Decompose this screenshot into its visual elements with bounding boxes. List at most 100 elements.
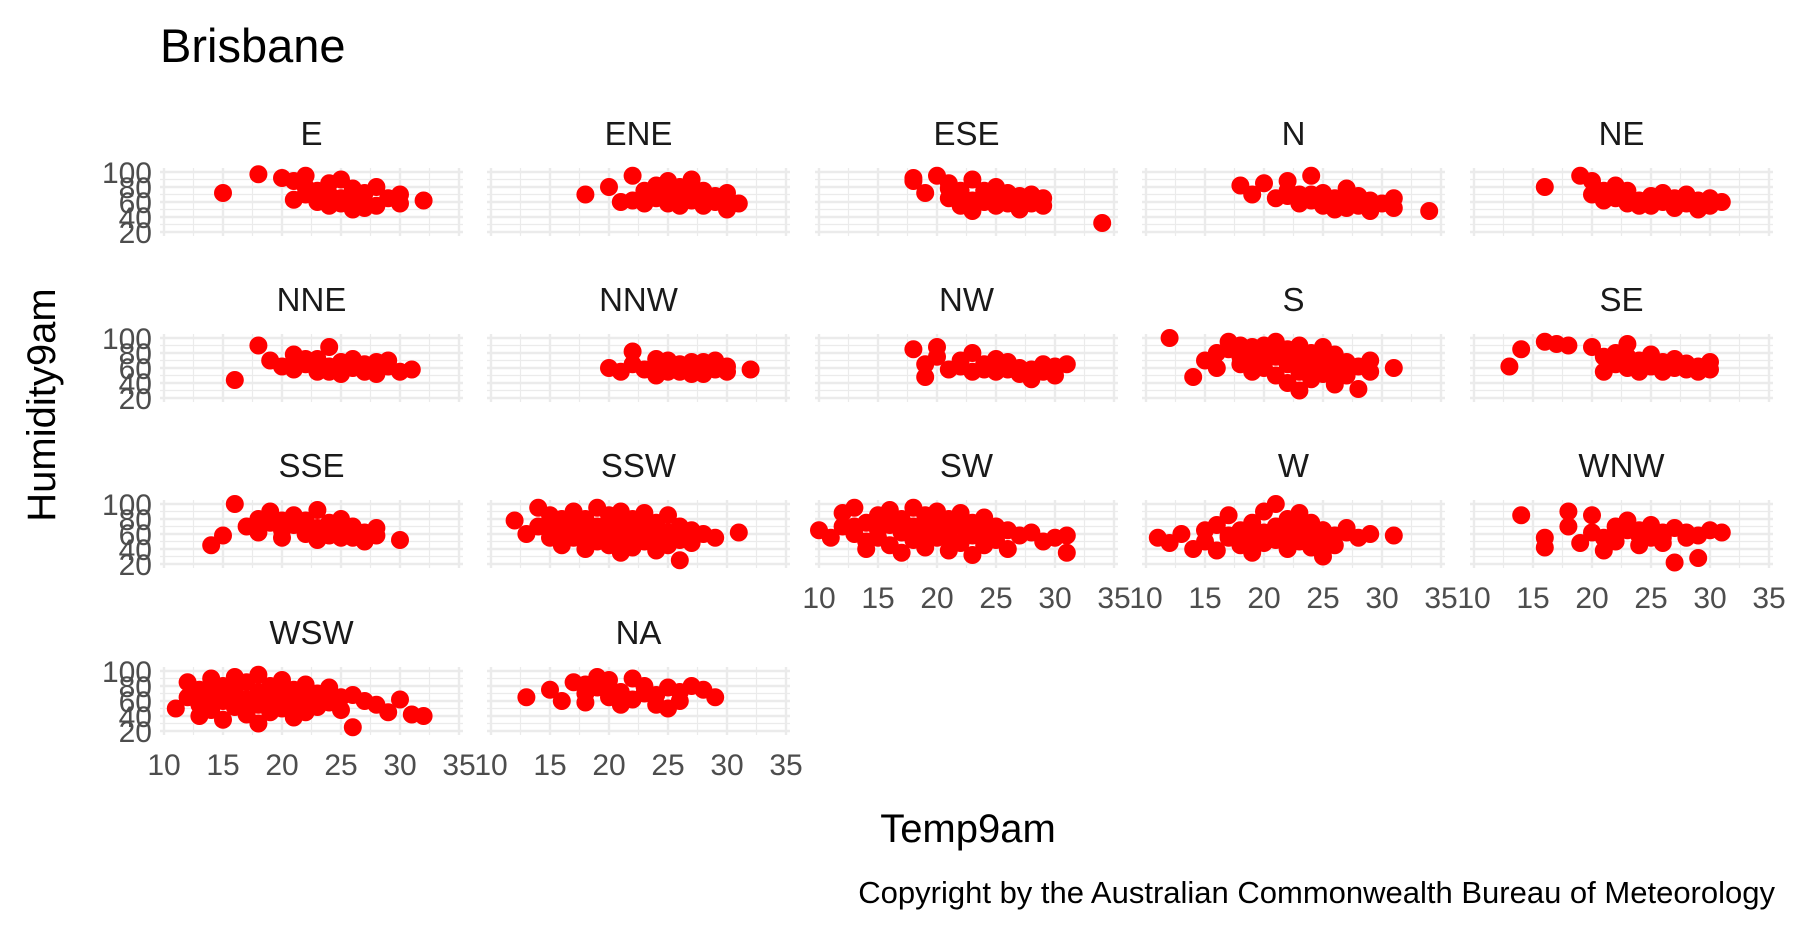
data-point (670, 692, 689, 710)
data-point (1314, 547, 1332, 566)
data-point (414, 191, 433, 210)
data-point (1512, 340, 1531, 359)
data-point (1349, 380, 1368, 398)
x-tick-label: 20 (1247, 582, 1280, 615)
data-point (1618, 181, 1637, 200)
data-point (343, 718, 362, 737)
x-tick-label: 20 (1575, 582, 1608, 615)
data-point (659, 185, 677, 204)
data-point (1712, 523, 1731, 542)
data-point (1618, 335, 1637, 353)
facet-strip-label: SSW (601, 447, 677, 484)
y-tick-label: 20 (119, 549, 152, 582)
data-point (821, 528, 840, 547)
data-point (249, 665, 268, 684)
data-point (659, 506, 677, 525)
data-point (600, 513, 618, 532)
x-tick-label: 15 (533, 749, 566, 782)
data-point (249, 714, 268, 733)
x-tick-label: 15 (1188, 582, 1221, 615)
x-tick-label: 35 (442, 749, 475, 782)
data-point (552, 692, 571, 710)
data-point (225, 690, 244, 709)
data-point (1278, 516, 1297, 534)
x-tick-label: 25 (979, 582, 1012, 615)
y-tick-label: 40 (119, 534, 152, 567)
data-point (623, 166, 642, 185)
data-point (1207, 541, 1226, 560)
data-point (916, 368, 935, 386)
data-point (963, 344, 982, 362)
data-point (1594, 191, 1613, 210)
data-point (904, 340, 923, 359)
y-tick-label: 20 (119, 716, 152, 749)
data-point (308, 501, 327, 519)
data-point (1314, 521, 1332, 540)
y-tick-label: 100 (102, 323, 152, 356)
data-point (391, 690, 409, 709)
data-point (296, 517, 315, 536)
x-tick-label: 25 (1306, 582, 1339, 615)
data-point (1255, 336, 1273, 355)
data-point (249, 683, 268, 701)
data-point (1057, 543, 1076, 562)
data-point (320, 362, 339, 381)
data-point (391, 194, 409, 213)
data-point (939, 528, 958, 547)
x-tick-label: 20 (592, 749, 625, 782)
data-point (998, 540, 1017, 558)
data-point (355, 199, 374, 217)
data-point (1243, 185, 1262, 204)
data-point (647, 521, 666, 540)
data-point (343, 523, 362, 542)
data-point (320, 338, 339, 356)
data-point (1606, 525, 1625, 543)
data-point (1057, 526, 1076, 545)
data-point (1243, 521, 1262, 540)
data-point (1057, 355, 1076, 374)
data-point (1337, 199, 1356, 217)
y-tick-label: 20 (119, 383, 152, 416)
y-tick-label: 60 (119, 353, 152, 386)
x-tick-label: 30 (383, 749, 416, 782)
data-point (1231, 336, 1250, 355)
data-point (1630, 196, 1649, 215)
data-point (1046, 366, 1064, 385)
chart-title: Brisbane (160, 19, 346, 72)
data-point (1559, 336, 1578, 355)
x-axis-title: Temp9am (880, 807, 1056, 851)
data-point (1010, 193, 1029, 211)
data-point (1653, 189, 1672, 208)
x-tick-label: 30 (1365, 582, 1398, 615)
facet-panel-w: W 10 15 20 25 30 35 (1129, 447, 1457, 615)
y-tick-label: 60 (119, 519, 152, 552)
data-point (1219, 506, 1238, 525)
y-tick-label: 60 (119, 686, 152, 719)
y-tick-label: 40 (119, 701, 152, 734)
data-point (939, 179, 958, 198)
data-point (1384, 526, 1403, 545)
facet-strip-label: ENE (605, 115, 673, 152)
data-point (1559, 502, 1578, 521)
data-point (541, 680, 559, 699)
data-point (320, 692, 339, 710)
x-tick-label: 10 (802, 582, 835, 615)
x-tick-label: 20 (920, 582, 953, 615)
data-point (916, 184, 935, 202)
data-point (1583, 506, 1601, 525)
data-point (343, 355, 362, 374)
data-point (1290, 528, 1309, 547)
data-point (1701, 360, 1719, 379)
x-tick-label: 20 (265, 749, 298, 782)
data-point (402, 360, 421, 379)
data-point (1278, 347, 1297, 366)
facet-strip-label: WSW (269, 614, 354, 651)
x-tick-label: 25 (324, 749, 357, 782)
facet-panel-se: SE (1470, 281, 1773, 402)
y-tick-label: 20 (119, 217, 152, 250)
data-point (588, 525, 607, 543)
facet-strip-label: NNW (599, 281, 679, 318)
data-point (1207, 359, 1226, 377)
